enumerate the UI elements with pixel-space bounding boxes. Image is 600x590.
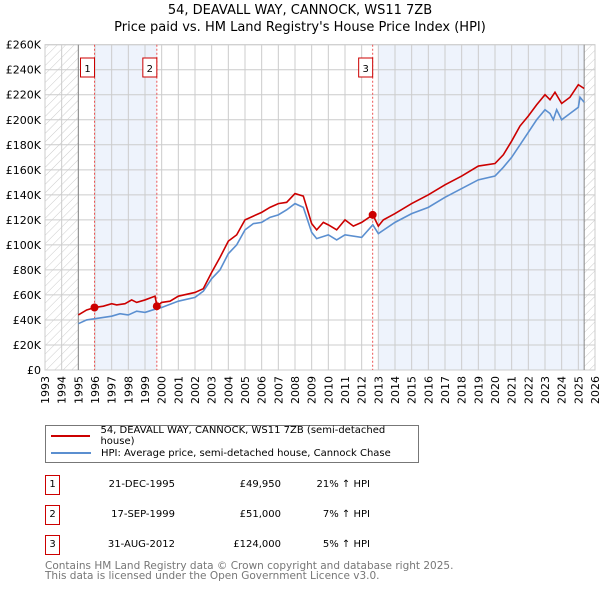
x-tick-label: 2001 xyxy=(172,376,185,404)
legend: 54, DEAVALL WAY, CANNOCK, WS11 7ZB (semi… xyxy=(45,425,419,463)
sale-date: 17-SEP-1999 xyxy=(111,509,175,520)
x-tick-label: 2016 xyxy=(422,376,435,404)
price-chart: 1993 1994 1995 1996 1997 1998 1999 2000 2001 2002… xyxy=(6,39,600,404)
x-tick-label: 2007 xyxy=(272,376,285,404)
x-tick-label: 2026 xyxy=(589,376,600,404)
y-tick-label: £60K xyxy=(13,289,42,302)
sale-hpi-diff: 21% ↑ HPI xyxy=(316,479,370,490)
sale-point xyxy=(152,302,161,311)
sale-point xyxy=(90,303,99,312)
x-tick-label: 2019 xyxy=(472,376,485,404)
sale-marker-badge: 1 xyxy=(45,475,60,495)
x-tick-label: 2011 xyxy=(339,376,352,404)
x-tick-label: 1998 xyxy=(122,376,135,404)
footer-licence: This data is licensed under the Open Gov… xyxy=(45,570,380,582)
sale-label-box xyxy=(80,57,95,78)
y-tick-label: £260K xyxy=(6,39,42,52)
y-tick-label: £220K xyxy=(6,89,42,102)
sale-hpi-diff: 5% ↑ HPI xyxy=(322,539,370,550)
y-tick-label: £120K xyxy=(6,214,42,227)
sale-label-box xyxy=(358,57,374,78)
sale-label: 1 xyxy=(84,64,90,75)
transaction-row: 2 17-SEP-1999 £51,000 7% ↑ HPI xyxy=(45,505,445,525)
legend-property: 54, DEAVALL WAY, CANNOCK, WS11 7ZB (semi… xyxy=(100,425,386,447)
sale-label: 3 xyxy=(362,64,368,75)
sale-price: £51,000 xyxy=(239,509,281,520)
y-tick-label: £20K xyxy=(13,339,42,352)
y-tick-label: £240K xyxy=(6,64,42,77)
x-tick-label: 2006 xyxy=(256,376,269,404)
series-line xyxy=(78,95,585,325)
x-tick-label: 1999 xyxy=(139,376,152,404)
x-tick-label: 1997 xyxy=(106,376,119,404)
x-tick-label: 2003 xyxy=(206,376,219,404)
footer: Contains HM Land Registry data © Crown c… xyxy=(45,560,454,582)
transaction-row: 1 21-DEC-1995 £49,950 21% ↑ HPI xyxy=(45,475,445,495)
x-tick-label: 2002 xyxy=(189,376,202,404)
hatched-region xyxy=(584,44,595,370)
plot-border xyxy=(44,44,596,371)
sale-price: £124,000 xyxy=(233,539,281,550)
shaded-region xyxy=(94,44,157,370)
sale-date: 21-DEC-1995 xyxy=(108,479,175,490)
x-tick-label: 1995 xyxy=(72,376,85,404)
sale-hpi-diff: 7% ↑ HPI xyxy=(322,509,370,520)
x-tick-label: 2020 xyxy=(489,376,502,404)
x-tick-label: 2004 xyxy=(222,376,235,404)
x-tick-label: 2024 xyxy=(556,376,569,404)
chart-subtitle: Price paid vs. HM Land Registry's House … xyxy=(114,20,486,35)
x-tick-label: 2022 xyxy=(522,376,535,404)
y-tick-label: £140K xyxy=(6,189,42,202)
sale-label-box xyxy=(142,57,158,78)
transaction-row: 3 31-AUG-2012 £124,000 5% ↑ HPI xyxy=(45,535,445,555)
sale-date: 31-AUG-2012 xyxy=(107,539,175,550)
x-tick-label: 2012 xyxy=(356,376,369,404)
y-tick-label: £160K xyxy=(6,164,42,177)
x-tick-label: 2025 xyxy=(572,376,585,404)
x-tick-label: 2009 xyxy=(306,376,319,404)
sale-label: 2 xyxy=(147,64,153,75)
x-tick-label: 1996 xyxy=(89,376,102,404)
y-tick-label: £180K xyxy=(6,139,42,152)
y-tick-label: £200K xyxy=(6,114,42,127)
chart-title: 54, DEAVALL WAY, CANNOCK, WS11 7ZB xyxy=(167,3,433,18)
series-line xyxy=(77,83,585,316)
x-tick-label: 2000 xyxy=(156,376,169,404)
y-tick-label: £40K xyxy=(13,314,42,327)
footer-copyright: Contains HM Land Registry data © Crown c… xyxy=(45,560,454,572)
x-tick-label: 2010 xyxy=(322,376,335,404)
x-tick-label: 2021 xyxy=(506,376,519,404)
x-tick-label: 2017 xyxy=(439,376,452,404)
sale-marker-badge: 2 xyxy=(45,505,60,525)
sale-marker-badge: 3 xyxy=(45,535,60,555)
x-tick-label: 2023 xyxy=(539,376,552,404)
sale-point xyxy=(368,210,377,219)
x-tick-label: 2015 xyxy=(406,376,419,404)
x-tick-label: 2018 xyxy=(456,376,469,404)
x-tick-label: 2008 xyxy=(289,376,302,404)
x-tick-label: 2005 xyxy=(239,376,252,404)
x-tick-label: 2014 xyxy=(389,376,402,404)
y-tick-label: £0 xyxy=(27,364,41,377)
legend-hpi: HPI: Average price, semi-detached house,… xyxy=(101,447,391,459)
property-line-swatch xyxy=(51,435,91,437)
x-tick-label: 1993 xyxy=(39,376,52,404)
hpi-line-swatch xyxy=(51,452,91,454)
sale-price: £49,950 xyxy=(239,479,281,490)
x-tick-label: 1994 xyxy=(56,376,69,404)
x-tick-label: 2013 xyxy=(372,376,385,404)
y-tick-label: £100K xyxy=(6,239,42,252)
y-tick-label: £80K xyxy=(13,264,42,277)
